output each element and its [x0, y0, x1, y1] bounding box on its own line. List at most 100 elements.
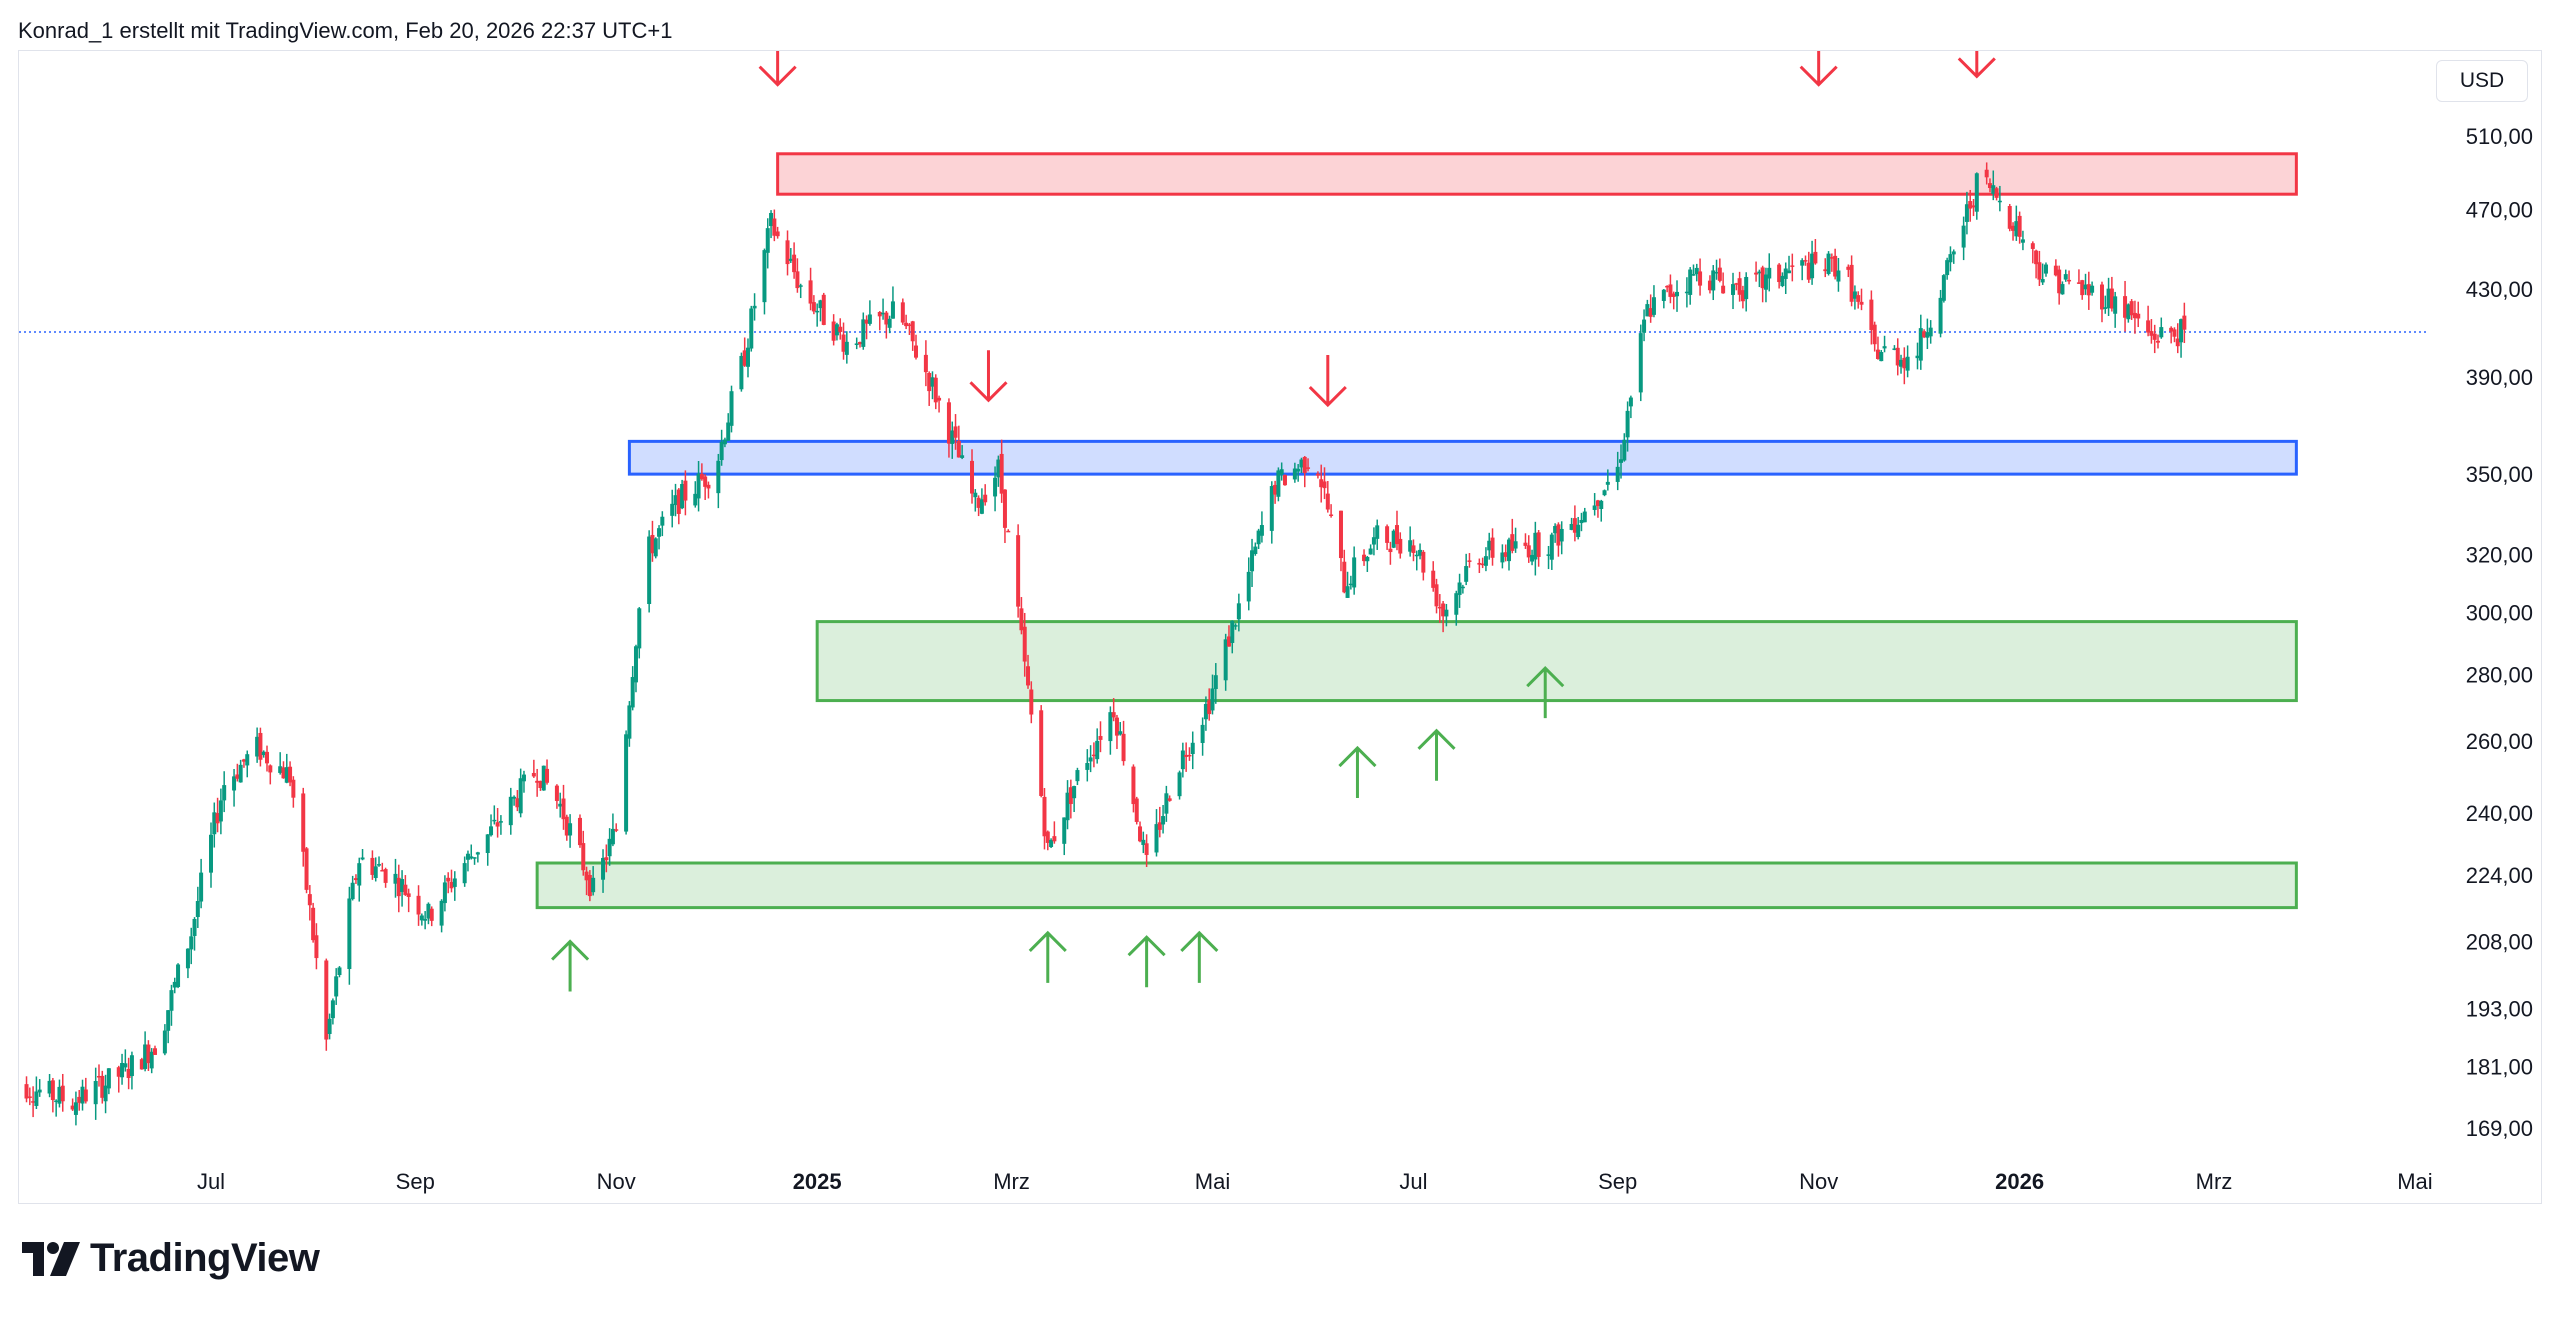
- candle-body: [1121, 733, 1126, 762]
- candle-body: [1925, 332, 1930, 338]
- candle-body: [1698, 271, 1703, 286]
- candle-body: [284, 767, 289, 783]
- candle-body: [993, 477, 998, 497]
- candle-body: [2179, 319, 2184, 343]
- y-tick-label: 280,00: [2466, 663, 2533, 688]
- candle-body: [538, 780, 543, 788]
- candle-body: [1803, 260, 1808, 262]
- candle-body: [680, 484, 685, 509]
- candle-body: [176, 964, 181, 987]
- candle-body: [1177, 772, 1182, 797]
- candle-body: [1180, 750, 1185, 770]
- candle-body: [541, 765, 546, 791]
- candle-body: [699, 473, 704, 480]
- candle-body: [1707, 280, 1712, 291]
- candle-body: [241, 759, 246, 762]
- candlestick-chart[interactable]: 510,00 470,00 430,00 390,00 350,00 320,00 300,…: [19, 51, 2543, 1205]
- candle-body: [881, 312, 886, 315]
- candle-body: [1029, 689, 1034, 715]
- candle-body: [238, 764, 243, 783]
- candle-body: [1246, 571, 1251, 602]
- candle-body: [2020, 239, 2025, 243]
- arrow-up-marker: [1127, 935, 1166, 988]
- candle-body: [396, 877, 401, 897]
- candle-body: [449, 881, 454, 889]
- candle-body: [976, 497, 981, 508]
- candle-body: [1579, 519, 1584, 524]
- candle-body: [1418, 549, 1423, 556]
- candle-body: [1859, 301, 1864, 305]
- currency-button[interactable]: USD: [2436, 60, 2528, 102]
- candle-body: [106, 1068, 111, 1089]
- chart-attribution: Konrad_1 erstellt mit TradingView.com, F…: [18, 18, 673, 43]
- candle-body: [1684, 291, 1689, 294]
- candle-body: [1095, 740, 1100, 760]
- candle-body: [683, 480, 688, 501]
- candle-body: [199, 872, 204, 902]
- candle-body: [1184, 754, 1189, 757]
- candle-body: [485, 834, 490, 853]
- candle-body: [937, 397, 942, 401]
- candle-body: [1345, 586, 1350, 598]
- candle-body: [1711, 270, 1716, 291]
- candle-body: [1467, 560, 1472, 562]
- candle-body: [1098, 736, 1103, 740]
- candle-body: [1997, 200, 2002, 203]
- candle-body: [1991, 185, 1996, 194]
- candle-body: [2030, 243, 2035, 249]
- candle-body: [37, 1089, 42, 1093]
- candle-body: [465, 853, 470, 860]
- candle-body: [1556, 524, 1561, 546]
- y-tick-label: 320,00: [2466, 543, 2533, 568]
- candle-body: [946, 402, 951, 444]
- candle-body: [696, 473, 701, 499]
- candle-body: [218, 800, 223, 822]
- candle-body: [1026, 666, 1031, 686]
- candle-body: [469, 856, 474, 859]
- candle-body: [568, 823, 573, 836]
- candle-body: [792, 254, 797, 273]
- candle-body: [765, 228, 770, 253]
- candle-body: [1002, 489, 1007, 528]
- candle-body: [703, 476, 708, 487]
- candle-body: [442, 882, 447, 904]
- candle-body: [1615, 466, 1620, 482]
- y-tick-label: 430,00: [2466, 277, 2533, 302]
- arrow-up-marker: [1338, 745, 1377, 799]
- candle-body: [2007, 206, 2012, 229]
- candle-body: [34, 1091, 39, 1106]
- candle-body: [1250, 550, 1255, 572]
- candle-body: [1869, 299, 1874, 330]
- candle-body: [54, 1100, 59, 1103]
- candle-body: [706, 484, 711, 489]
- candle-body: [1595, 500, 1600, 507]
- candle-body: [462, 863, 467, 884]
- candle-body: [1164, 793, 1169, 814]
- candle-body: [1740, 290, 1745, 302]
- candle-body: [103, 1085, 108, 1102]
- candle-body: [1045, 831, 1050, 843]
- candle-body: [624, 734, 629, 832]
- zone-support_green-3: [535, 861, 2298, 910]
- candle-body: [489, 826, 494, 836]
- candle-body: [1213, 675, 1218, 690]
- y-tick-label: 470,00: [2466, 197, 2533, 222]
- candle-body: [1971, 205, 1976, 208]
- candle-body: [775, 231, 780, 237]
- candle-body: [716, 460, 721, 494]
- y-tick-label: 208,00: [2466, 930, 2533, 955]
- candle-body: [1273, 484, 1278, 495]
- candle-body: [1391, 530, 1396, 548]
- candle-body: [795, 271, 800, 289]
- candle-body: [973, 492, 978, 498]
- candle-body: [512, 796, 517, 799]
- tradingview-logo[interactable]: TradingView: [22, 1236, 320, 1281]
- candle-body: [950, 430, 955, 444]
- candle-body: [377, 864, 382, 866]
- candle-body: [2043, 264, 2048, 274]
- candle-body: [1157, 822, 1162, 830]
- candle-body: [1569, 523, 1574, 530]
- candle-body: [261, 751, 266, 756]
- candle-body: [676, 489, 681, 514]
- candle-body: [1892, 348, 1897, 350]
